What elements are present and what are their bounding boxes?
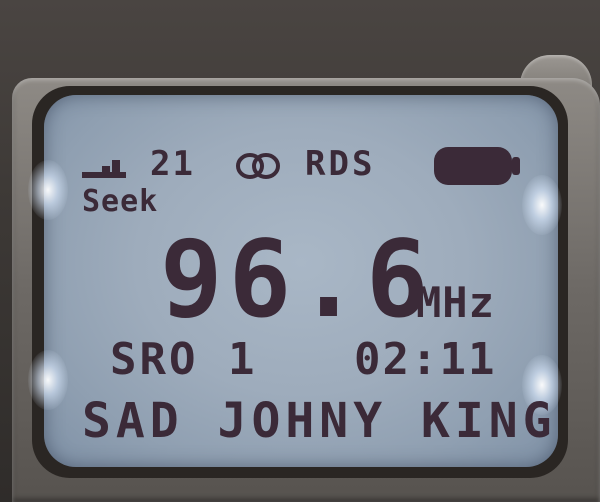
backlight-glow	[28, 160, 68, 220]
frequency-unit: MHz	[416, 278, 495, 327]
channel-number: 21	[150, 144, 195, 184]
radio-text: SAD JOHNY KING	[82, 393, 557, 449]
station-name: SRO 1	[110, 334, 258, 385]
backlight-glow	[522, 355, 562, 415]
clock-time: 02:11	[354, 334, 497, 385]
stereo-icon	[236, 153, 280, 179]
signal-strength-icon	[82, 160, 126, 178]
seek-mode-label: Seek	[82, 184, 159, 219]
backlight-glow	[522, 175, 562, 235]
backlight-glow	[28, 350, 68, 410]
battery-icon	[434, 147, 520, 185]
frequency-readout: 96.6	[160, 216, 435, 342]
rds-indicator: RDS	[305, 144, 376, 184]
